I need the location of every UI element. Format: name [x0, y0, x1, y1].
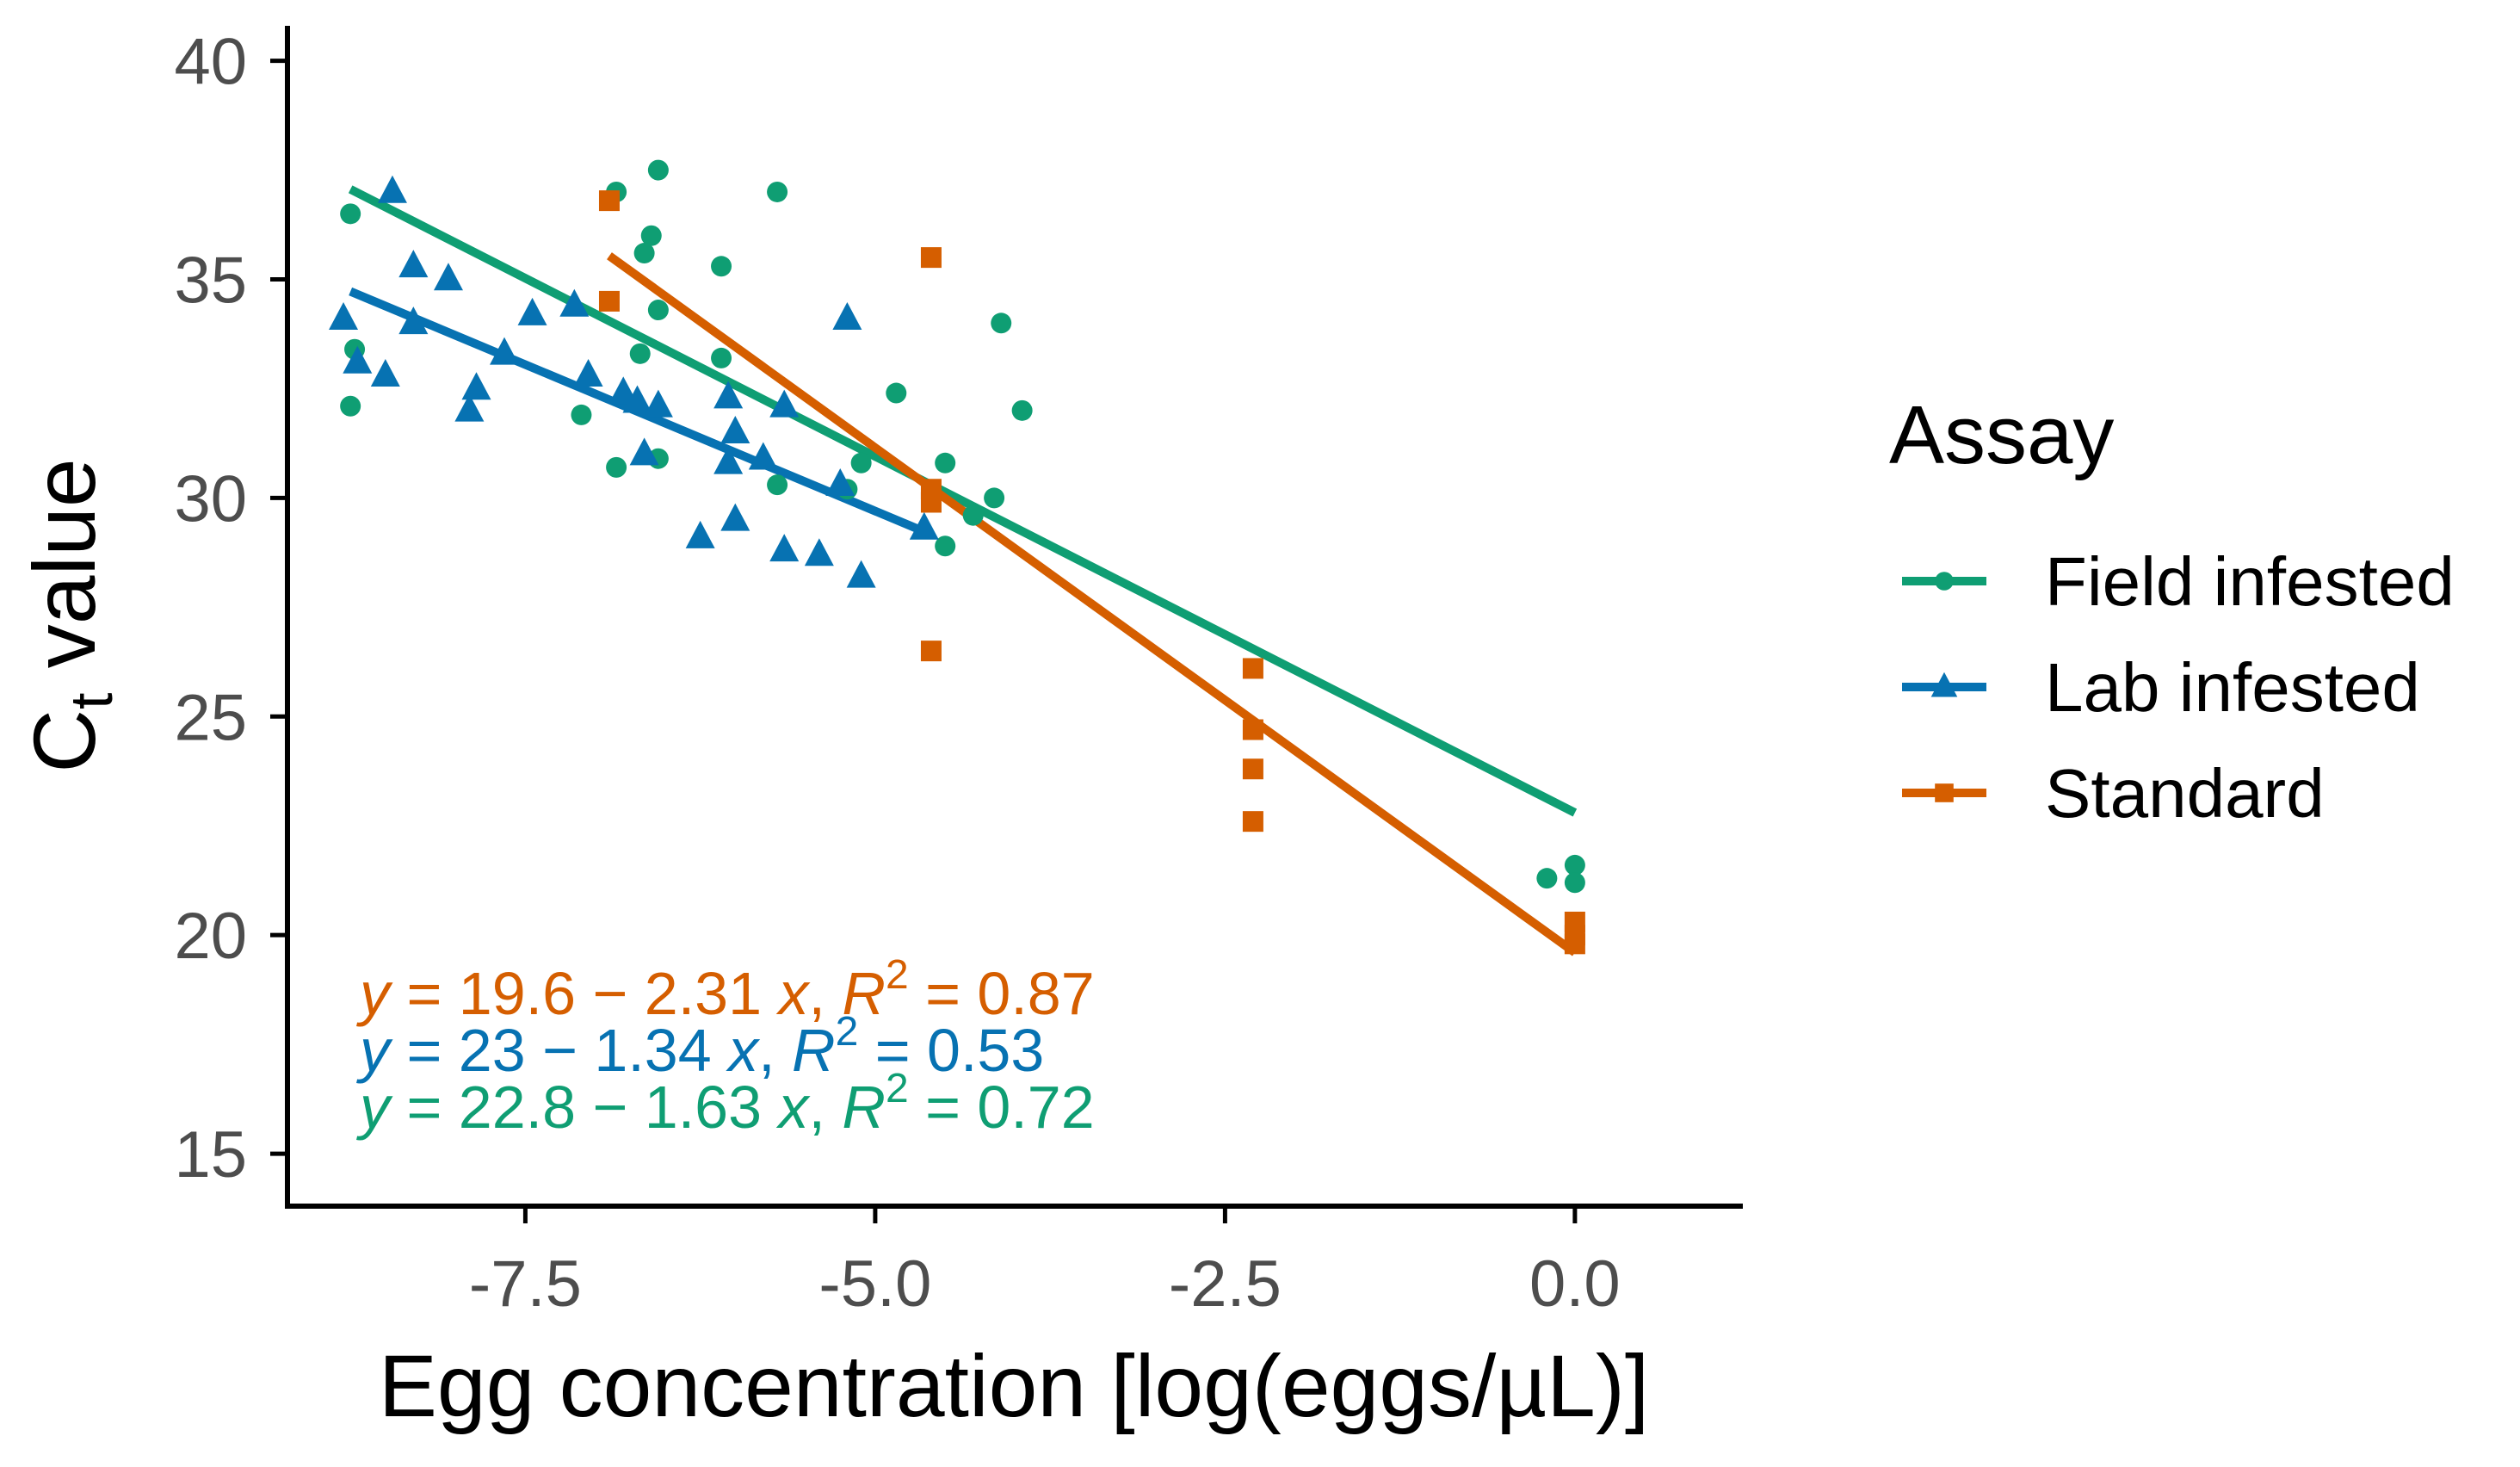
annotations-layer: y = 19.6 − 2.31 x, R2 = 0.87y = 23 − 1.3…	[356, 952, 1095, 1141]
lab-infested-point	[643, 389, 673, 418]
lab-infested-point	[398, 250, 429, 278]
field-infested-fit-line	[348, 185, 1578, 817]
field-infested-point	[633, 243, 655, 264]
lab-infested-point	[769, 389, 800, 418]
field-infested-point	[767, 474, 788, 496]
lab-infested-point	[608, 376, 639, 405]
y-tick-label: 35	[174, 244, 247, 318]
lab-infested-point	[713, 381, 744, 409]
standard-point	[1564, 933, 1585, 955]
field-infested-point	[571, 404, 592, 425]
field-infested-point	[1536, 868, 1558, 889]
points-layer	[329, 159, 1585, 955]
lab-infested-point	[461, 372, 491, 400]
ticks-layer: -7.5 -5.0 -2.5 0.0 15 20 25 30 35 40	[174, 26, 1620, 1321]
x-tick-label: -7.5	[469, 1247, 582, 1321]
lab-infested-point	[748, 442, 778, 470]
field-infested-point	[1011, 399, 1033, 421]
lab-infested-point	[720, 503, 750, 531]
y-tick-label: 40	[174, 26, 247, 99]
field-infested-point	[767, 181, 788, 202]
lab-infested-point	[720, 416, 750, 444]
legend-marker-lab-infested	[1930, 672, 1958, 697]
lab-infested-point	[398, 306, 429, 335]
field-infested-point	[629, 343, 651, 364]
y-tick-label: 20	[174, 900, 247, 973]
standard-point	[920, 247, 942, 269]
standard-point	[1242, 658, 1263, 679]
lab-infested-point	[832, 302, 862, 331]
x-tick-label: 0.0	[1529, 1247, 1621, 1321]
field-infested-point	[984, 487, 1005, 509]
x-tick-label: -2.5	[1169, 1247, 1282, 1321]
regression-annotation-field-infested: y = 22.8 − 1.63 x, R2 = 0.72	[356, 1066, 1095, 1141]
legend-marker-field-infested	[1935, 572, 1954, 591]
field-infested-point	[647, 300, 669, 321]
legend-label-lab-infested: Lab infested	[2045, 649, 2420, 726]
standard-point	[920, 492, 942, 513]
y-axis-label: Ct value	[15, 458, 125, 772]
lab-infested-point	[573, 359, 603, 387]
lab-infested-point	[622, 385, 652, 413]
field-infested-point	[640, 225, 662, 246]
legend-label-field-infested: Field infested	[2045, 543, 2455, 620]
lab-infested-point	[343, 345, 373, 374]
lab-infested-point	[769, 534, 800, 562]
lab-infested-point	[517, 297, 547, 325]
lab-infested-point	[629, 437, 659, 466]
field-infested-point	[962, 504, 984, 526]
lab-infested-point	[825, 467, 855, 496]
lab-infested-point	[433, 263, 463, 291]
standard-point	[1242, 758, 1263, 780]
standard-point	[1242, 811, 1263, 833]
legend: Assay Field infested Lab infested Standard	[1889, 389, 2455, 832]
x-axis-label: Egg concentration [log(eggs/µL)]	[379, 1337, 1649, 1435]
x-tick-label: -5.0	[818, 1247, 931, 1321]
lab-infested-point	[559, 288, 590, 317]
field-infested-point	[606, 456, 627, 478]
field-infested-point	[935, 452, 956, 474]
y-axis-label-main: C	[15, 709, 114, 773]
regression-annotation-lab-infested: y = 23 − 1.34 x, R2 = 0.53	[356, 1009, 1044, 1084]
legend-marker-standard	[1935, 783, 1954, 802]
axes-layer	[285, 26, 1743, 1209]
y-axis-label-rest: value	[15, 458, 114, 692]
standard-point	[920, 641, 942, 662]
legend-title: Assay	[1889, 389, 2114, 481]
lab-infested-point	[490, 337, 520, 365]
standard-fit-line	[607, 252, 1578, 956]
field-infested-point	[886, 382, 907, 404]
y-axis-label-sub: t	[58, 693, 125, 709]
lab-infested-point	[370, 359, 400, 387]
standard-point	[598, 290, 620, 312]
lab-infested-point	[909, 511, 939, 540]
lab-infested-point	[329, 302, 359, 331]
lab-infested-point	[685, 520, 715, 548]
y-tick-label: 25	[174, 681, 247, 754]
field-infested-point	[340, 203, 361, 225]
field-infested-point	[711, 256, 732, 277]
lab-infested-point	[804, 538, 834, 566]
lab-infested-point	[454, 393, 485, 422]
standard-point	[598, 190, 620, 212]
lab-infested-point	[713, 446, 744, 474]
legend-label-standard: Standard	[2045, 755, 2325, 832]
field-infested-point	[1564, 872, 1585, 894]
standard-point	[1242, 719, 1263, 740]
lab-infested-point	[846, 560, 876, 588]
field-infested-point	[647, 159, 669, 181]
field-infested-point	[850, 452, 872, 474]
field-infested-point	[1564, 854, 1585, 876]
y-tick-label: 15	[174, 1118, 247, 1192]
field-infested-point	[340, 395, 361, 417]
y-tick-label: 30	[174, 462, 247, 535]
lab-infested-point	[377, 175, 407, 203]
regression-annotation-standard: y = 19.6 − 2.31 x, R2 = 0.87	[356, 952, 1095, 1027]
field-infested-point	[991, 313, 1012, 334]
field-infested-point	[711, 347, 732, 368]
field-infested-point	[935, 535, 956, 557]
